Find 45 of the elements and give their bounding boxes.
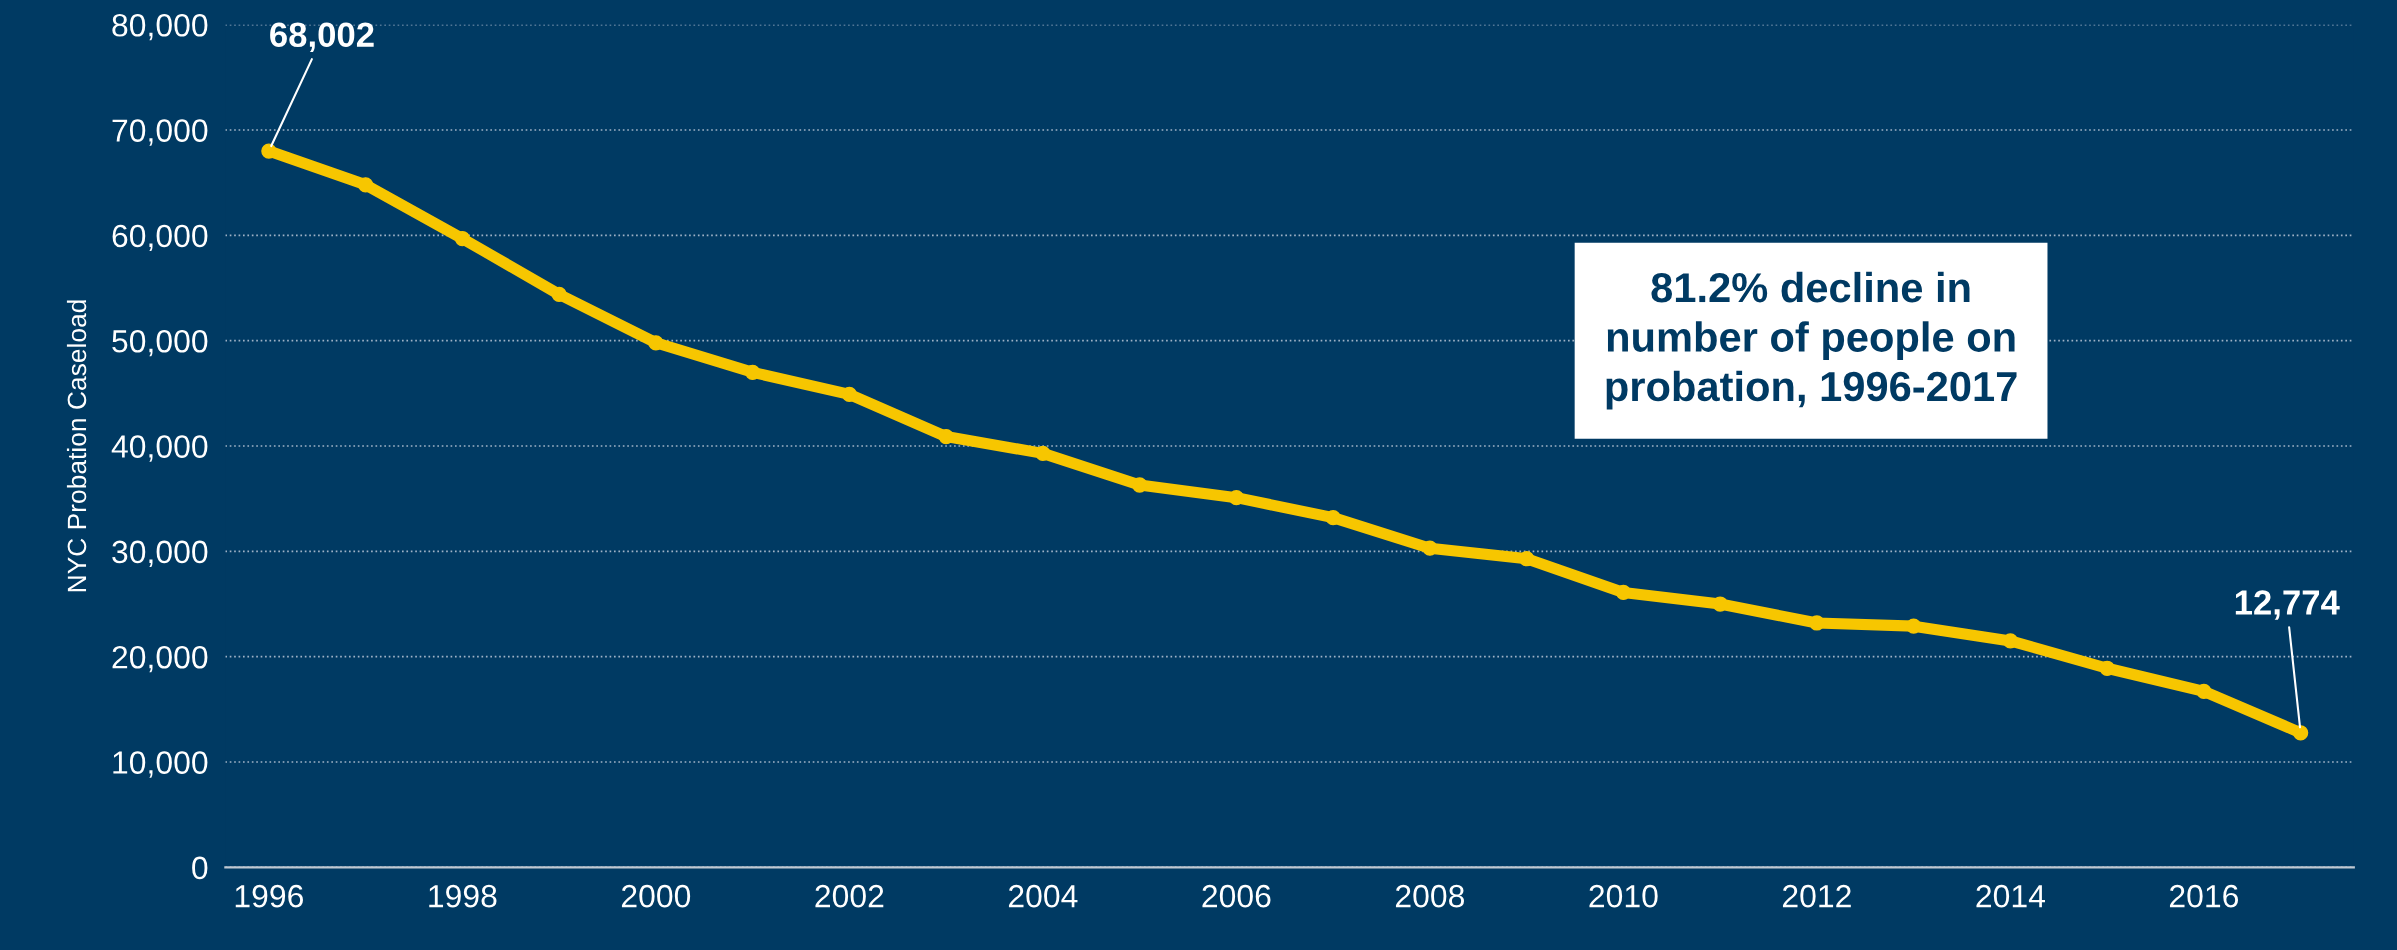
x-tick-label: 2012 — [1782, 884, 1851, 908]
point — [357, 177, 374, 193]
point — [2002, 633, 2019, 649]
y-tick-label: 20,000 — [112, 645, 208, 673]
point — [648, 335, 664, 351]
x-tick-label: 1998 — [429, 884, 497, 908]
point — [1615, 584, 1632, 601]
y-axis-title: NYC Probation Caseload — [66, 300, 87, 592]
point — [744, 364, 761, 380]
x-tick-label: 2010 — [1589, 884, 1658, 908]
x-tick-label: 2002 — [815, 884, 884, 908]
point — [261, 143, 277, 159]
annotation: 81.2% decline in number of people on probation, 1996-2017 — [1606, 271, 2017, 410]
y-tick-label: 70,000 — [112, 119, 208, 146]
point — [938, 428, 954, 445]
y-tick-label: 50,000 — [112, 329, 208, 357]
point — [551, 286, 567, 302]
point — [2292, 725, 2309, 741]
annotation: 68,002 — [270, 22, 374, 53]
x-tick-label: 2016 — [2169, 884, 2239, 908]
point — [1518, 551, 1535, 567]
point — [1035, 445, 1051, 462]
point — [2099, 660, 2115, 676]
point — [1809, 615, 1825, 631]
y-tick-label: 80,000 — [112, 13, 208, 41]
point — [2196, 683, 2212, 700]
x-tick-label: 2008 — [1395, 884, 1465, 908]
x-tick-label: 2006 — [1202, 884, 1271, 908]
y-tick-label: 10,000 — [113, 751, 208, 778]
point — [1131, 477, 1148, 493]
y-tick-label: 40,000 — [111, 435, 208, 462]
y-tick-label: 0 — [192, 856, 208, 880]
point — [1228, 489, 1245, 506]
point — [1325, 510, 1341, 526]
point — [454, 230, 470, 247]
point — [1712, 596, 1728, 612]
x-tick-label: 1996 — [235, 884, 303, 908]
y-tick-label: 30,000 — [112, 540, 208, 568]
point — [1422, 540, 1438, 556]
x-tick-label: 2014 — [1976, 884, 2045, 908]
y-tick-label: 60,000 — [112, 224, 208, 252]
x-tick-label: 2000 — [621, 884, 691, 908]
x-tick-label: 2004 — [1008, 884, 1078, 908]
annotation: 12,774 — [2235, 590, 2340, 620]
point — [841, 386, 858, 403]
